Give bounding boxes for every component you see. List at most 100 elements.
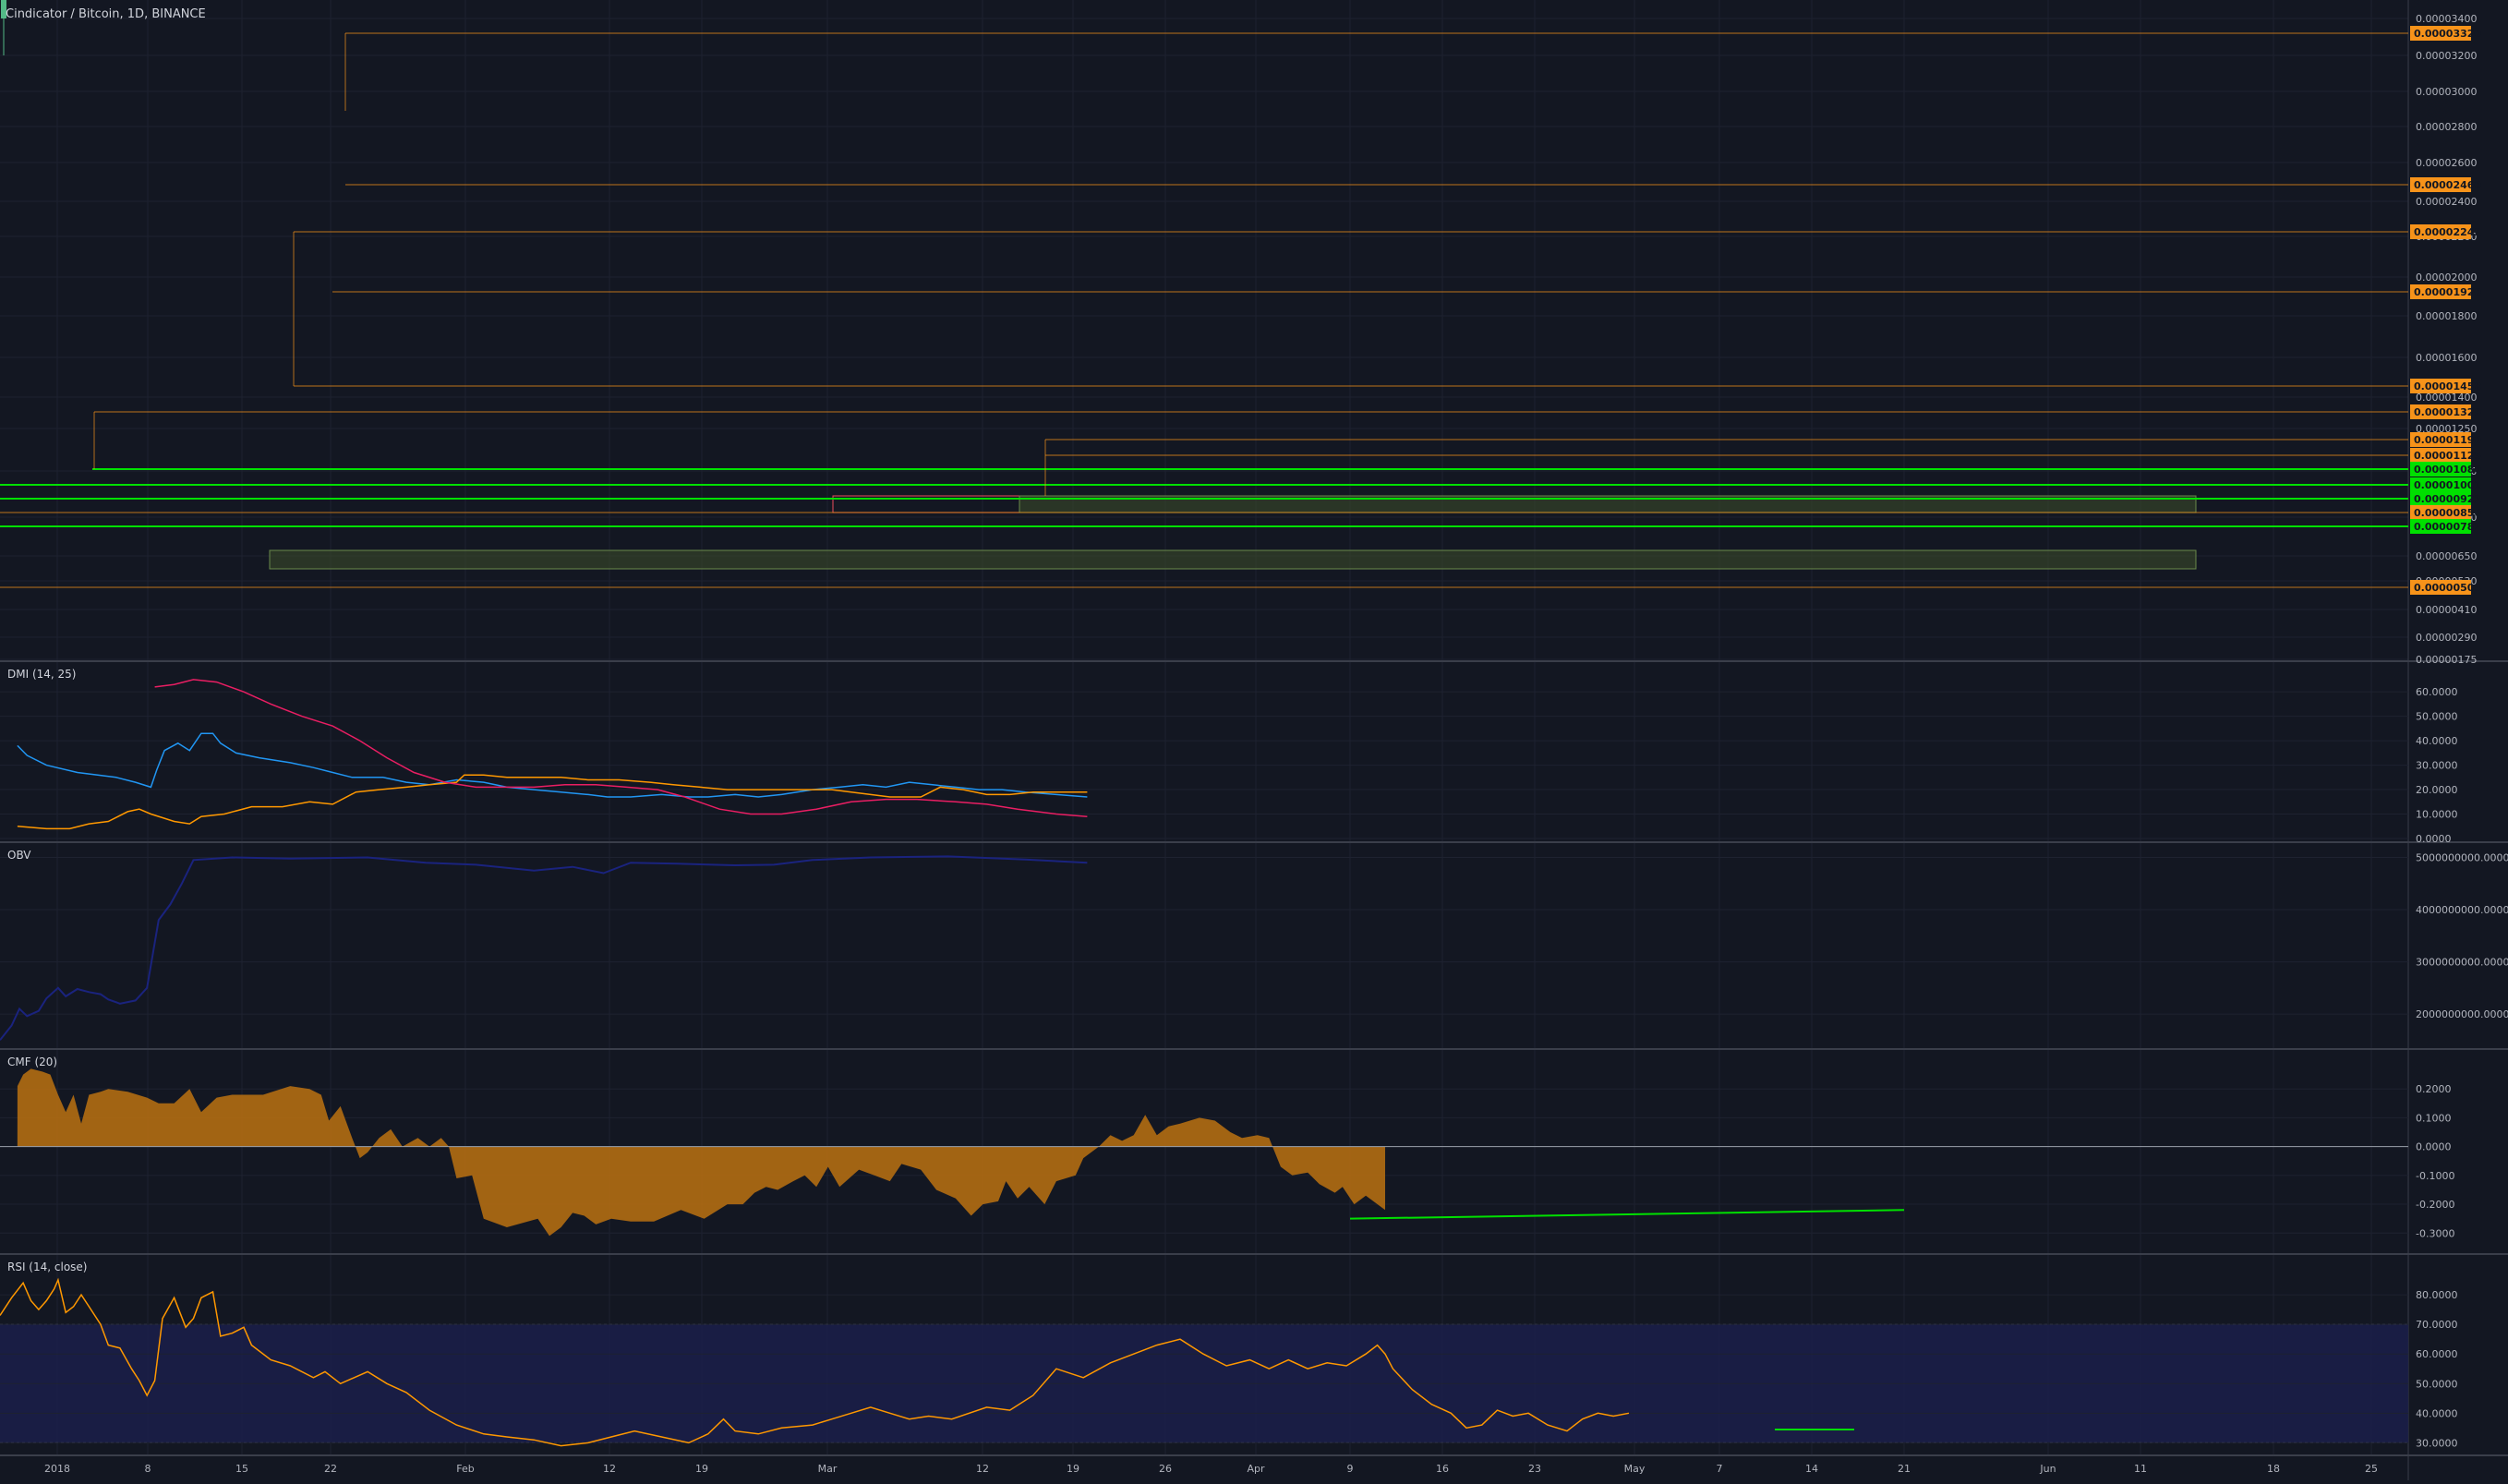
level-label-bg — [2410, 432, 2471, 447]
level-label-bg — [2410, 462, 2471, 477]
level-label: 0.00001125 — [2414, 450, 2481, 462]
price-tick-label: 0.00002400 — [2416, 196, 2477, 208]
x-tick-label: 14 — [1805, 1463, 1818, 1475]
x-tick-label: Feb — [456, 1463, 474, 1475]
price-tick-label: 0.00001600 — [2416, 352, 2477, 364]
price-tick-label: 0.00000650 — [2416, 550, 2477, 562]
obv-tick-label: 5000000000.0000 — [2416, 852, 2508, 864]
level-label: 0.00001080 — [2414, 464, 2481, 476]
x-tick-label: 12 — [603, 1463, 616, 1475]
candle-body — [1, 0, 6, 18]
rsi-tick-label: 70.0000 — [2416, 1319, 2458, 1331]
price-tick-label: 0.00000175 — [2416, 654, 2477, 666]
rsi-panel-label: RSI (14, close) — [7, 1261, 87, 1273]
x-tick-label: 23 — [1528, 1463, 1541, 1475]
cmf-tick-label: -0.3000 — [2416, 1227, 2454, 1239]
rsi-tick-label: 60.0000 — [2416, 1348, 2458, 1360]
x-tick-label: 12 — [976, 1463, 989, 1475]
x-tick-label: 16 — [1436, 1463, 1449, 1475]
obv-series-line — [0, 855, 1088, 1041]
level-label-bg — [2410, 26, 2471, 41]
cmf-area — [17, 1068, 1386, 1237]
level-label-bg — [2410, 580, 2471, 595]
level-label: 0.00003320 — [2414, 28, 2481, 40]
price-tick-label: 0.00000290 — [2416, 632, 2477, 644]
dmi-panel-label: DMI (14, 25) — [7, 668, 76, 681]
level-label: 0.00000922 — [2414, 493, 2481, 505]
price-tick-label: 0.00003400 — [2416, 13, 2477, 25]
level-label: 0.00001458 — [2414, 380, 2481, 392]
cmf-tick-label: 0.2000 — [2416, 1083, 2452, 1095]
x-tick-label: 11 — [2134, 1463, 2147, 1475]
dmi-tick-label: 20.0000 — [2416, 784, 2458, 796]
level-label: 0.00001920 — [2414, 286, 2481, 298]
level-label: 0.00001329 — [2414, 406, 2481, 418]
obv-panel-label: OBV — [7, 849, 31, 862]
cmf-tick-label: -0.1000 — [2416, 1170, 2454, 1182]
level-label-bg — [2410, 404, 2471, 419]
rsi-tick-label: 80.0000 — [2416, 1289, 2458, 1301]
dmi-series-line — [17, 774, 1088, 830]
dmi-series-line — [154, 679, 1088, 817]
price-tick-label: 0.00002000 — [2416, 271, 2477, 284]
obv-tick-label: 3000000000.0000 — [2416, 957, 2508, 969]
level-label: 0.00000503 — [2414, 582, 2481, 594]
dmi-tick-label: 50.0000 — [2416, 711, 2458, 723]
level-label-bg — [2410, 477, 2471, 492]
rsi-series-line — [0, 1277, 1630, 1447]
dmi-tick-label: 60.0000 — [2416, 686, 2458, 698]
price-tick-label: 0.00001400 — [2416, 392, 2477, 404]
level-label-bg — [2410, 491, 2471, 506]
x-tick-label: Mar — [818, 1463, 838, 1475]
price-tick-label: 0.00001250 — [2416, 423, 2477, 435]
level-label: 0.00002460 — [2414, 179, 2481, 191]
x-tick-label: Apr — [1247, 1463, 1265, 1475]
x-tick-label: 25 — [2365, 1463, 2378, 1475]
price-tick-label: 0.00001800 — [2416, 310, 2477, 322]
price-tick-label: 0.00000410 — [2416, 604, 2477, 616]
x-tick-label: May — [1624, 1463, 1646, 1475]
x-tick-label: 19 — [1067, 1463, 1079, 1475]
cmf-tick-label: 0.1000 — [2416, 1112, 2452, 1124]
level-label-bg — [2410, 284, 2471, 299]
cmf-divergence-line — [1349, 1209, 1905, 1220]
level-label-bg — [2410, 448, 2471, 463]
cmf-tick-label: -0.2000 — [2416, 1199, 2454, 1211]
level-label-bg — [2410, 505, 2471, 520]
x-tick-label: 7 — [1717, 1463, 1723, 1475]
support-zone-lower — [269, 549, 2197, 570]
dmi-tick-label: 0.0000 — [2416, 833, 2452, 845]
level-label: 0.00001001 — [2414, 479, 2481, 491]
dmi-tick-label: 10.0000 — [2416, 809, 2458, 821]
x-tick-label: 18 — [2267, 1463, 2280, 1475]
price-tick-label: 0.00002800 — [2416, 121, 2477, 133]
level-label: 0.00000850 — [2414, 507, 2481, 519]
x-tick-label: 15 — [235, 1463, 248, 1475]
rsi-tick-label: 40.0000 — [2416, 1407, 2458, 1419]
cmf-tick-label: 0.0000 — [2416, 1141, 2452, 1153]
chart-title: Cindicator / Bitcoin, 1D, BINANCE — [6, 7, 206, 21]
level-label-bg — [2410, 177, 2471, 192]
x-tick-label: 21 — [1898, 1463, 1911, 1475]
x-tick-label: 9 — [1347, 1463, 1354, 1475]
level-label: 0.00002242 — [2414, 226, 2481, 238]
level-label: 0.00001190 — [2414, 434, 2481, 446]
obv-tick-label: 2000000000.0000 — [2416, 1008, 2508, 1020]
x-tick-label: 2018 — [44, 1463, 70, 1475]
x-tick-label: 26 — [1159, 1463, 1172, 1475]
x-tick-label: 22 — [324, 1463, 337, 1475]
obv-tick-label: 4000000000.0000 — [2416, 904, 2508, 916]
level-label-bg — [2410, 224, 2471, 239]
x-tick-label: 8 — [145, 1463, 151, 1475]
level-label-bg — [2410, 379, 2471, 393]
cmf-panel-label: CMF (20) — [7, 1056, 57, 1068]
level-label: 0.00000782 — [2414, 521, 2481, 533]
rsi-tick-label: 50.0000 — [2416, 1378, 2458, 1390]
x-tick-label: 19 — [695, 1463, 708, 1475]
price-tick-label: 0.00002600 — [2416, 157, 2477, 169]
x-tick-label: Jun — [2039, 1463, 2056, 1475]
level-label-bg — [2410, 519, 2471, 534]
dmi-tick-label: 40.0000 — [2416, 735, 2458, 747]
